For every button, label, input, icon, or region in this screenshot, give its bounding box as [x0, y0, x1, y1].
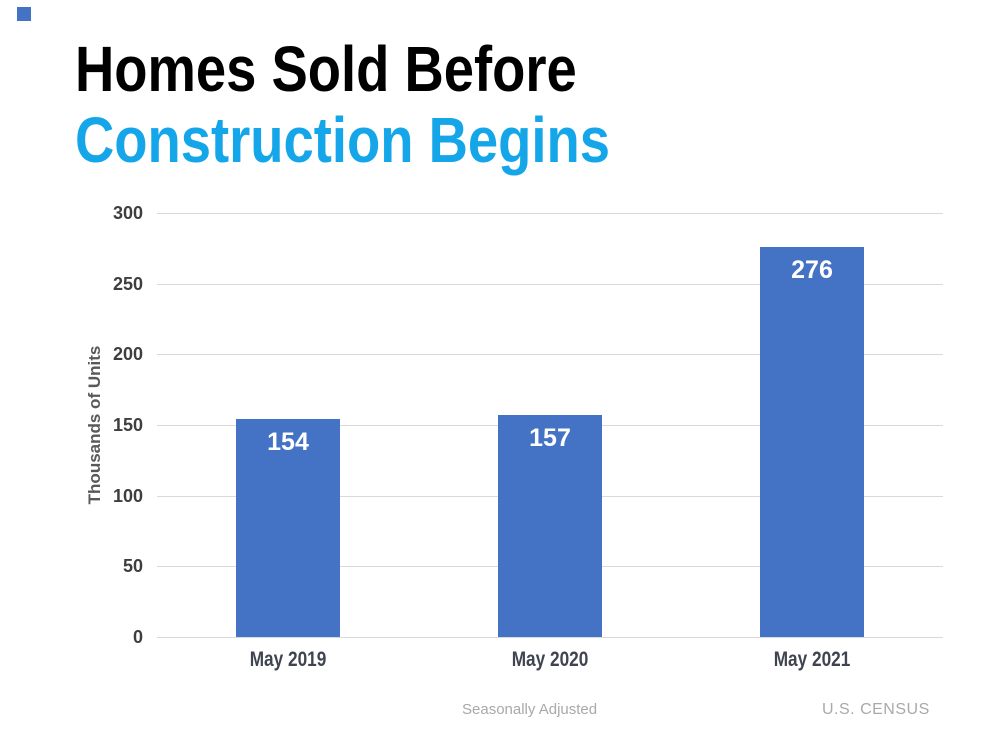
y-tick-label: 100 — [112, 485, 143, 506]
title-line-2: Construction Begins — [75, 104, 610, 176]
gridline — [157, 283, 943, 285]
chart-source: U.S. CENSUS — [822, 701, 930, 718]
title-line-1: Homes Sold Before — [75, 33, 577, 105]
bar: 154 — [236, 419, 340, 637]
bar: 276 — [760, 246, 864, 637]
gridline — [157, 213, 943, 214]
gridline — [157, 637, 943, 638]
y-tick-label: 150 — [112, 415, 143, 435]
y-tick-label: 300 — [112, 203, 143, 223]
chart-note: Seasonally Adjusted — [462, 701, 598, 718]
x-tick-label: May 2020 — [511, 648, 589, 671]
x-tick-label: May 2021 — [773, 648, 851, 671]
y-tick-label: 50 — [122, 556, 143, 577]
corner-accent-square — [17, 7, 31, 21]
y-tick-label: 250 — [112, 273, 143, 294]
y-tick-label: 0 — [132, 627, 143, 647]
y-tick-label: 200 — [112, 344, 143, 365]
bar-value-label: 154 — [267, 428, 309, 457]
x-tick-label: May 2019 — [249, 648, 327, 671]
gridline — [157, 354, 943, 356]
bar-value-label: 157 — [529, 424, 571, 453]
bar: 157 — [498, 415, 602, 637]
bar-value-label: 276 — [791, 255, 833, 284]
